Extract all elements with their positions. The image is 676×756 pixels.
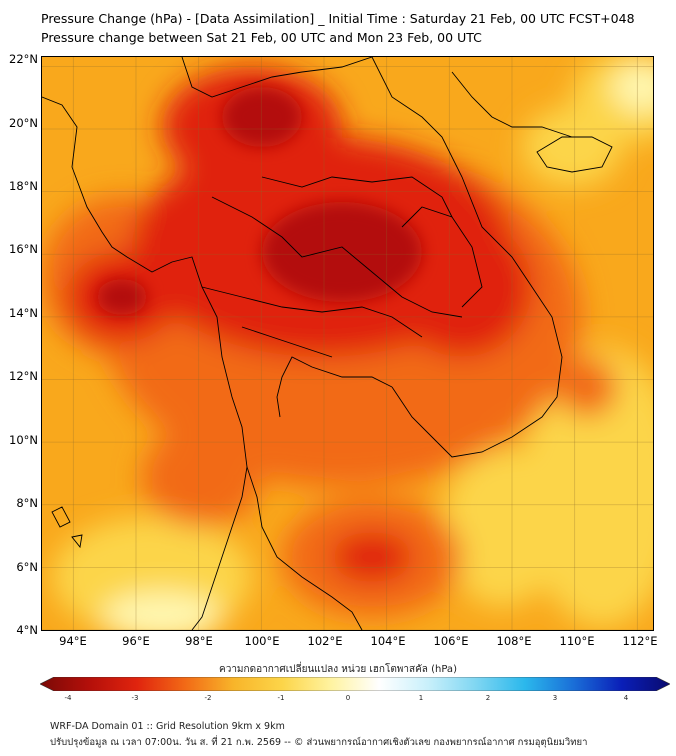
lon-label-96: 96°E [122, 634, 150, 648]
pressure-field [42, 57, 653, 630]
lon-label-94: 94°E [59, 634, 87, 648]
colorbar-tick-0: 0 [345, 694, 351, 702]
colorbar-tick-minus3: -3 [131, 694, 139, 702]
colorbar-tick-2: 2 [485, 694, 491, 702]
lat-label-22: 22°N [9, 52, 38, 66]
footer-model-info: WRF-DA Domain 01 :: Grid Resolution 9km … [50, 721, 285, 732]
lat-label-18: 18°N [9, 179, 38, 193]
lon-label-104: 104°E [370, 634, 406, 648]
pressure-change-map [41, 56, 654, 631]
footer-credit: ปรับปรุงข้อมูล ณ เวลา 07:00น. วัน ส. ที่… [50, 737, 588, 748]
colorbar-title: ความกดอากาศเปลี่ยนแปลง หน่วย เฮกโตพาสคัล… [219, 664, 457, 675]
lon-label-112: 112°E [622, 634, 658, 648]
lon-label-98: 98°E [185, 634, 213, 648]
lon-label-110: 110°E [559, 634, 595, 648]
lon-label-102: 102°E [307, 634, 343, 648]
lat-label-8: 8°N [16, 496, 38, 510]
lat-label-12: 12°N [9, 369, 38, 383]
lat-label-20: 20°N [9, 116, 38, 130]
map-subtitle: Pressure change between Sat 21 Feb, 00 U… [41, 30, 482, 45]
lon-label-108: 108°E [496, 634, 532, 648]
lat-label-16: 16°N [9, 242, 38, 256]
colorbar-tick-1: 1 [418, 694, 424, 702]
lon-label-100: 100°E [244, 634, 280, 648]
lat-label-6: 6°N [16, 560, 38, 574]
colorbar-tick-4: 4 [623, 694, 629, 702]
colorbar-tick-minus2: -2 [204, 694, 212, 702]
colorbar-tick-3: 3 [552, 694, 558, 702]
pressure-field-core [97, 87, 422, 315]
colorbar-tick-minus4: -4 [64, 694, 72, 702]
lat-label-10: 10°N [9, 433, 38, 447]
lat-label-4: 4°N [16, 623, 38, 637]
colorbar [40, 677, 670, 691]
colorbar-tick-minus1: -1 [277, 694, 285, 702]
lon-label-106: 106°E [433, 634, 469, 648]
coastlines-borders [42, 57, 613, 630]
lat-label-14: 14°N [9, 306, 38, 320]
map-title: Pressure Change (hPa) - [Data Assimilati… [41, 11, 635, 26]
